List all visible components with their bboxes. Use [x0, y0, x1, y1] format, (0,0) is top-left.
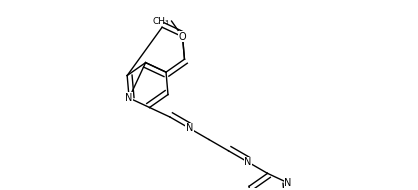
Text: N: N	[244, 157, 252, 167]
Text: O: O	[179, 32, 186, 42]
Text: N: N	[284, 178, 292, 188]
Text: CH₃: CH₃	[153, 17, 169, 26]
Text: N: N	[186, 123, 193, 133]
Text: N: N	[125, 93, 133, 103]
